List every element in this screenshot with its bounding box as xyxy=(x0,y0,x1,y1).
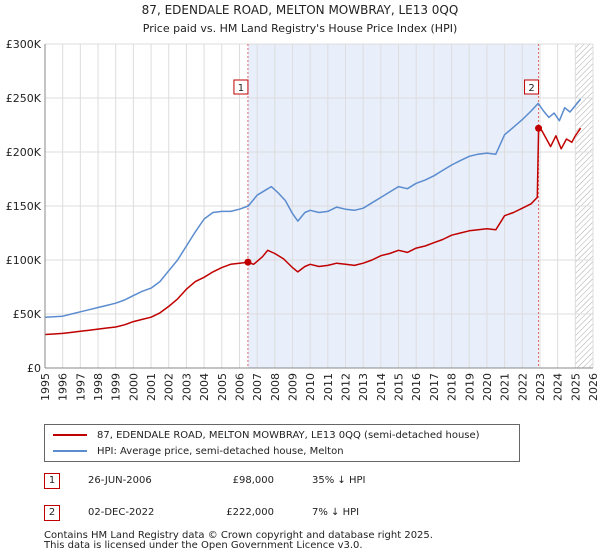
x-tick-label: 2017 xyxy=(428,373,441,401)
x-tick-label: 2013 xyxy=(357,373,370,401)
x-tick-label: 2020 xyxy=(481,373,494,401)
price-chart: 87, EDENDALE ROAD, MELTON MOWBRAY, LE13 … xyxy=(6,3,600,401)
y-tick-label: £0 xyxy=(27,362,41,375)
y-tick-label: £100K xyxy=(6,254,42,267)
x-tick-label: 2016 xyxy=(410,373,423,401)
x-tick-label: 2022 xyxy=(516,373,529,401)
y-tick-label: £300K xyxy=(6,38,42,51)
legend-swatch-hpi xyxy=(53,450,87,452)
x-tick-label: 2000 xyxy=(127,373,140,401)
x-tick-label: 2007 xyxy=(251,373,264,401)
property-series-line xyxy=(44,127,582,336)
sale-label-box xyxy=(233,79,249,95)
chart-title: 87, EDENDALE ROAD, MELTON MOWBRAY, LE13 … xyxy=(142,3,459,17)
sale-price: £222,000 xyxy=(226,507,274,518)
x-tick-label: 2023 xyxy=(534,373,547,401)
x-tick-label: 2012 xyxy=(340,373,353,401)
sale-point xyxy=(244,258,252,266)
footer-copyright: Contains HM Land Registry data © Crown c… xyxy=(44,530,433,541)
footer: Contains HM Land Registry data © Crown c… xyxy=(44,531,433,551)
sale-label-text: 1 xyxy=(238,83,244,94)
x-tick-label: 2011 xyxy=(322,373,335,401)
y-tick-label: £50K xyxy=(13,308,42,321)
x-tick-label: 2005 xyxy=(216,373,229,401)
sale-marker-badge: 2 xyxy=(44,505,60,521)
sale-marker-badge: 1 xyxy=(44,473,60,489)
x-tick-label: 2026 xyxy=(587,373,600,401)
x-tick-label: 1998 xyxy=(92,373,105,401)
sale-date: 02-DEC-2022 xyxy=(88,507,155,518)
sale-date: 26-JUN-2006 xyxy=(88,475,152,486)
y-tick-label: £150K xyxy=(6,200,42,213)
sale-label-box xyxy=(524,79,540,95)
footer-licence: This data is licensed under the Open Gov… xyxy=(44,540,363,551)
sale-point xyxy=(535,124,543,132)
legend-swatch-property xyxy=(53,434,87,436)
x-tick-label: 1995 xyxy=(39,373,52,401)
x-tick-label: 1996 xyxy=(57,373,70,401)
x-tick-label: 2025 xyxy=(569,373,582,401)
x-tick-label: 2024 xyxy=(552,373,565,401)
legend-property-label: 87, EDENDALE ROAD, MELTON MOWBRAY, LE13 … xyxy=(97,430,480,441)
chart-subtitle: Price paid vs. HM Land Registry's House … xyxy=(143,22,458,35)
x-tick-label: 2009 xyxy=(286,373,299,401)
x-tick-label: 2010 xyxy=(304,373,317,401)
sale-price: £98,000 xyxy=(232,475,274,486)
x-tick-label: 2002 xyxy=(163,373,176,401)
sale-label-text: 2 xyxy=(528,83,534,94)
x-tick-label: 2014 xyxy=(375,373,388,401)
legend-item-property: 87, EDENDALE ROAD, MELTON MOWBRAY, LE13 … xyxy=(53,428,480,444)
legend-item-hpi: HPI: Average price, semi-detached house,… xyxy=(53,444,344,460)
y-tick-label: £200K xyxy=(6,146,42,159)
x-tick-label: 2004 xyxy=(198,373,211,401)
x-tick-label: 2019 xyxy=(463,373,476,401)
hpi-series-line xyxy=(44,98,582,318)
x-tick-label: 2006 xyxy=(233,373,246,401)
x-tick-label: 2018 xyxy=(446,373,459,401)
x-tick-label: 2015 xyxy=(393,373,406,401)
legend: 87, EDENDALE ROAD, MELTON MOWBRAY, LE13 … xyxy=(44,424,520,462)
x-tick-label: 1999 xyxy=(110,373,123,401)
legend-hpi-label: HPI: Average price, semi-detached house,… xyxy=(97,446,344,457)
x-tick-label: 2003 xyxy=(180,373,193,401)
x-tick-label: 2021 xyxy=(499,373,512,401)
x-tick-label: 2008 xyxy=(269,373,282,401)
x-tick-label: 1997 xyxy=(74,373,87,401)
x-tick-label: 2001 xyxy=(145,373,158,401)
sale-hpi-diff: 35% ↓ HPI xyxy=(312,475,366,486)
y-tick-label: £250K xyxy=(6,92,42,105)
sale-hpi-diff: 7% ↓ HPI xyxy=(312,507,360,518)
